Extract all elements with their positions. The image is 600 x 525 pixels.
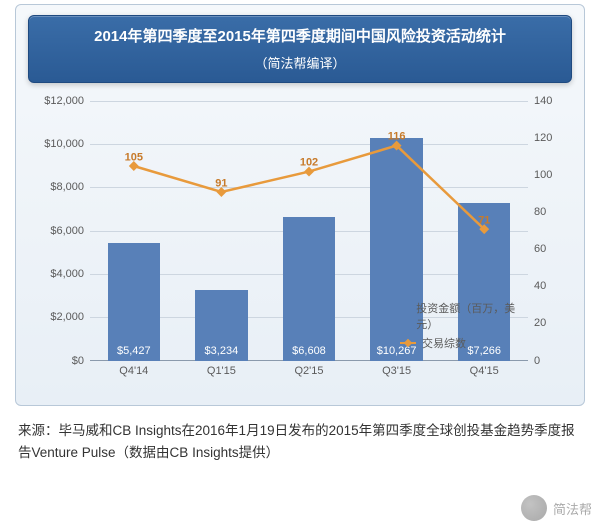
y-axis-left: $0$2,000$4,000$6,000$8,000$10,000$12,000 [36, 101, 84, 361]
y-left-tick: $8,000 [36, 181, 84, 193]
legend-swatch-line [400, 342, 416, 344]
plot-area: $0$2,000$4,000$6,000$8,000$10,000$12,000… [36, 101, 564, 391]
legend-label: 投资金额（百万，美元） [416, 300, 520, 332]
y-right-tick: 40 [534, 280, 564, 292]
y-right-tick: 60 [534, 243, 564, 255]
legend-item-line: 交易综数 [400, 335, 520, 351]
chart-title: 2014年第四季度至2015年第四季度期间中国风险投资活动统计 [41, 26, 559, 49]
x-axis: Q4'14 Q1'15 Q2'15 Q3'15 Q4'15 [90, 365, 528, 383]
y-left-tick: $0 [36, 355, 84, 367]
x-tick-label: Q1'15 [207, 365, 236, 377]
chart-title-box: 2014年第四季度至2015年第四季度期间中国风险投资活动统计 （简法帮编译） [28, 15, 572, 83]
y-left-tick: $10,000 [36, 138, 84, 150]
line-marker [216, 187, 226, 197]
y-right-tick: 80 [534, 206, 564, 218]
line-marker [129, 161, 139, 171]
x-tick-label: Q3'15 [382, 365, 411, 377]
y-axis-right: 020406080100120140 [534, 101, 564, 361]
y-right-tick: 140 [534, 95, 564, 107]
legend-item-bars: 投资金额（百万，美元） [400, 300, 520, 332]
legend: 投资金额（百万，美元） 交易综数 [400, 297, 520, 354]
y-left-tick: $4,000 [36, 268, 84, 280]
y-left-tick: $12,000 [36, 95, 84, 107]
source-caption: 来源：毕马威和CB Insights在2016年1月19日发布的2015年第四季… [18, 420, 582, 466]
watermark: 简法帮 [521, 495, 592, 521]
watermark-icon [521, 495, 547, 521]
watermark-label: 简法帮 [553, 499, 592, 518]
x-tick-label: Q4'15 [470, 365, 499, 377]
chart-panel: 2014年第四季度至2015年第四季度期间中国风险投资活动统计 （简法帮编译） … [15, 4, 585, 406]
trend-line [134, 145, 484, 229]
legend-label: 交易综数 [422, 335, 466, 351]
x-tick-label: Q4'14 [119, 365, 148, 377]
line-marker [304, 166, 314, 176]
y-right-tick: 120 [534, 132, 564, 144]
legend-swatch-bar [400, 310, 410, 322]
y-left-tick: $6,000 [36, 225, 84, 237]
y-right-tick: 20 [534, 317, 564, 329]
y-left-tick: $2,000 [36, 311, 84, 323]
y-right-tick: 100 [534, 169, 564, 181]
x-tick-label: Q2'15 [294, 365, 323, 377]
chart-subtitle: （简法帮编译） [41, 53, 559, 72]
y-right-tick: 0 [534, 355, 564, 367]
